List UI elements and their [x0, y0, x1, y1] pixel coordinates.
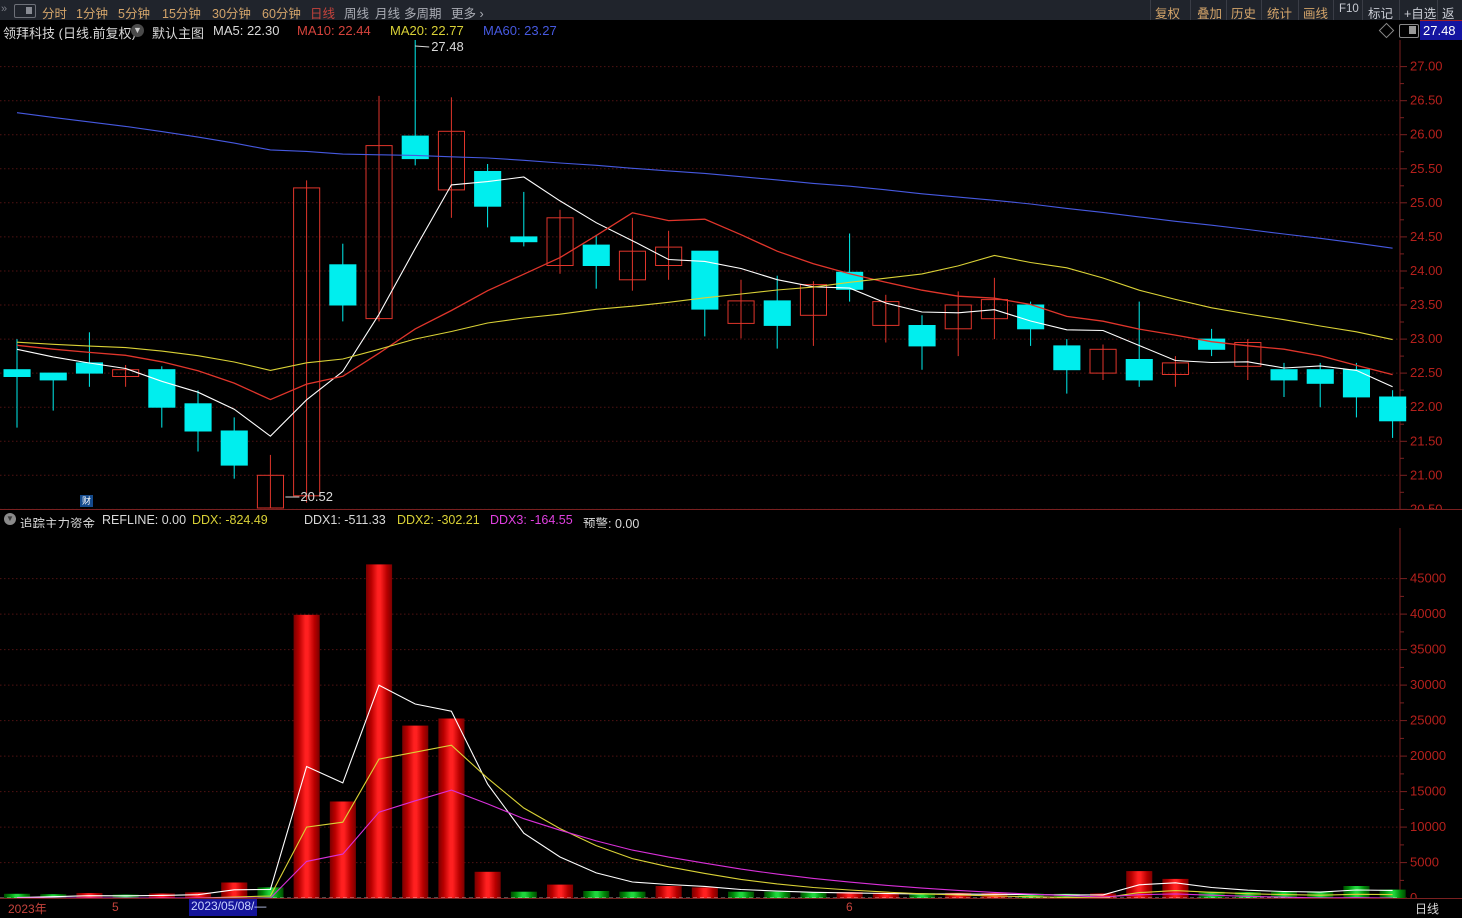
svg-text:26.00: 26.00: [1410, 127, 1443, 142]
svg-text:22.50: 22.50: [1410, 365, 1443, 380]
svg-text:10000: 10000: [1410, 819, 1446, 834]
svg-text:23.50: 23.50: [1410, 297, 1443, 312]
svg-text:20.52: 20.52: [300, 489, 333, 504]
svg-text:26.50: 26.50: [1410, 93, 1443, 108]
svg-text:40000: 40000: [1410, 606, 1446, 621]
svg-text:27.00: 27.00: [1410, 59, 1443, 74]
svg-text:35000: 35000: [1410, 642, 1446, 657]
svg-text:21.50: 21.50: [1410, 433, 1443, 448]
svg-text:27.48: 27.48: [431, 40, 464, 54]
svg-text:20000: 20000: [1410, 748, 1446, 763]
svg-text:24.50: 24.50: [1410, 229, 1443, 244]
svg-text:22.00: 22.00: [1410, 399, 1443, 414]
svg-text:15000: 15000: [1410, 784, 1446, 799]
svg-text:21.00: 21.00: [1410, 467, 1443, 482]
svg-text:20.50: 20.50: [1410, 501, 1443, 509]
svg-text:25.50: 25.50: [1410, 161, 1443, 176]
svg-text:45000: 45000: [1410, 571, 1446, 586]
svg-text:25.00: 25.00: [1410, 195, 1443, 210]
svg-text:5000: 5000: [1410, 855, 1439, 870]
svg-text:30000: 30000: [1410, 677, 1446, 692]
svg-text:23.00: 23.00: [1410, 331, 1443, 346]
svg-text:25000: 25000: [1410, 713, 1446, 728]
svg-text:24.00: 24.00: [1410, 263, 1443, 278]
